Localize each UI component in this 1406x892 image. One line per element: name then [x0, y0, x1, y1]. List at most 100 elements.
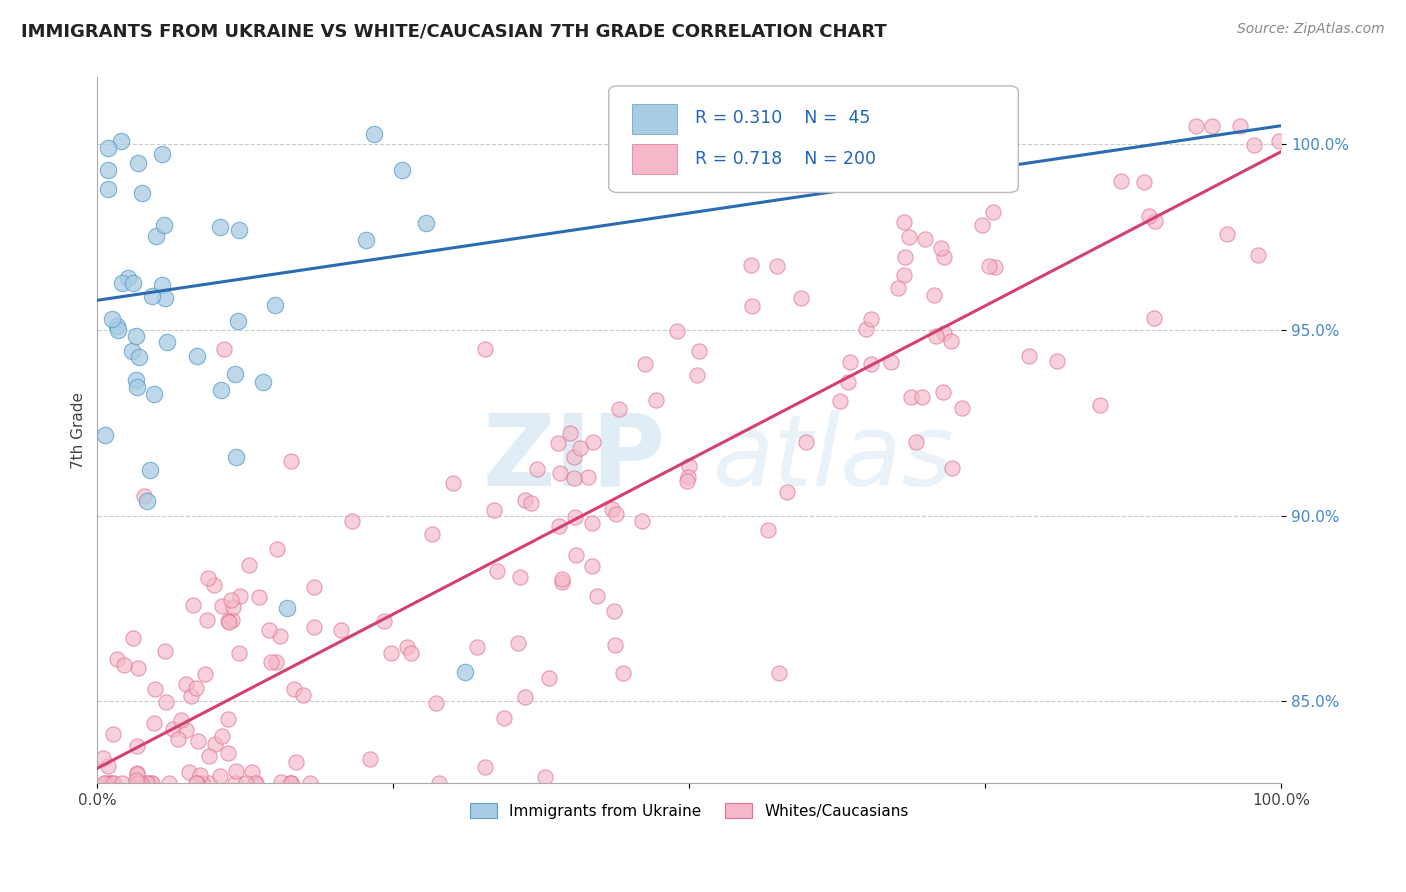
Point [363, 128, 385, 142]
Point [117, 271, 139, 285]
Point [775, 144, 797, 158]
Point [607, 401, 630, 416]
Point [280, 776, 302, 790]
Point [226, 314, 249, 328]
Point [893, 215, 915, 229]
Point [198, 748, 221, 763]
Point [103, 776, 125, 790]
Point [612, 666, 634, 681]
Point [299, 776, 322, 790]
Point [131, 186, 153, 201]
Point [756, 523, 779, 537]
Point [1243, 137, 1265, 152]
Point [174, 677, 197, 691]
Legend: Immigrants from Ukraine, Whites/Caucasians: Immigrants from Ukraine, Whites/Caucasia… [464, 797, 915, 825]
Point [127, 776, 149, 790]
Point [107, 322, 129, 336]
Point [1090, 398, 1112, 412]
Point [1247, 248, 1270, 262]
Point [153, 644, 176, 658]
Point [645, 393, 668, 408]
Point [515, 690, 537, 705]
Point [776, 485, 799, 500]
Point [605, 638, 627, 652]
Point [127, 661, 149, 675]
Point [283, 681, 305, 696]
Point [224, 776, 246, 790]
Point [979, 259, 1001, 273]
Point [1267, 134, 1289, 148]
Point [924, 329, 946, 343]
Point [905, 434, 928, 449]
Point [513, 492, 536, 507]
Point [302, 580, 325, 594]
Point [548, 466, 571, 480]
Point [252, 375, 274, 389]
Point [145, 228, 167, 243]
Point [354, 233, 377, 247]
Point [766, 259, 789, 273]
Point [547, 435, 569, 450]
Point [938, 119, 960, 133]
Point [97, 758, 120, 772]
Point [153, 218, 176, 232]
Point [830, 394, 852, 409]
Point [932, 326, 955, 340]
Point [157, 776, 180, 790]
Point [838, 355, 860, 369]
Point [222, 600, 245, 615]
Point [229, 589, 252, 603]
Point [924, 288, 946, 302]
Point [170, 714, 193, 728]
Point [994, 119, 1017, 133]
Point [972, 218, 994, 232]
Point [219, 593, 242, 607]
Point [225, 764, 247, 778]
Point [111, 276, 134, 290]
Point [186, 349, 208, 363]
Point [983, 260, 1005, 274]
Point [124, 772, 146, 787]
Point [676, 475, 699, 489]
Point [202, 578, 225, 592]
Point [551, 574, 574, 589]
Point [585, 589, 607, 603]
Point [538, 671, 561, 685]
Point [125, 739, 148, 753]
Point [284, 756, 307, 770]
Point [266, 542, 288, 557]
Point [465, 640, 488, 654]
Point [855, 322, 877, 336]
Point [666, 324, 689, 338]
Point [474, 342, 496, 356]
Point [121, 277, 143, 291]
Point [551, 573, 574, 587]
Point [526, 462, 548, 476]
Point [304, 620, 326, 634]
Point [211, 599, 233, 613]
Point [228, 646, 250, 660]
Point [897, 230, 920, 244]
Point [1109, 174, 1132, 188]
Point [143, 681, 166, 696]
Point [228, 223, 250, 237]
Point [208, 769, 231, 783]
Point [276, 601, 298, 615]
Point [603, 604, 626, 618]
Point [125, 767, 148, 781]
Point [441, 475, 464, 490]
Point [576, 470, 599, 484]
Point [141, 289, 163, 303]
Point [155, 695, 177, 709]
Point [520, 496, 543, 510]
Point [859, 311, 882, 326]
Point [492, 711, 515, 725]
Point [209, 383, 232, 397]
Point [914, 232, 936, 246]
Point [768, 665, 790, 680]
Point [153, 292, 176, 306]
Point [101, 776, 124, 790]
Point [156, 335, 179, 350]
Point [981, 205, 1004, 219]
Point [177, 765, 200, 780]
